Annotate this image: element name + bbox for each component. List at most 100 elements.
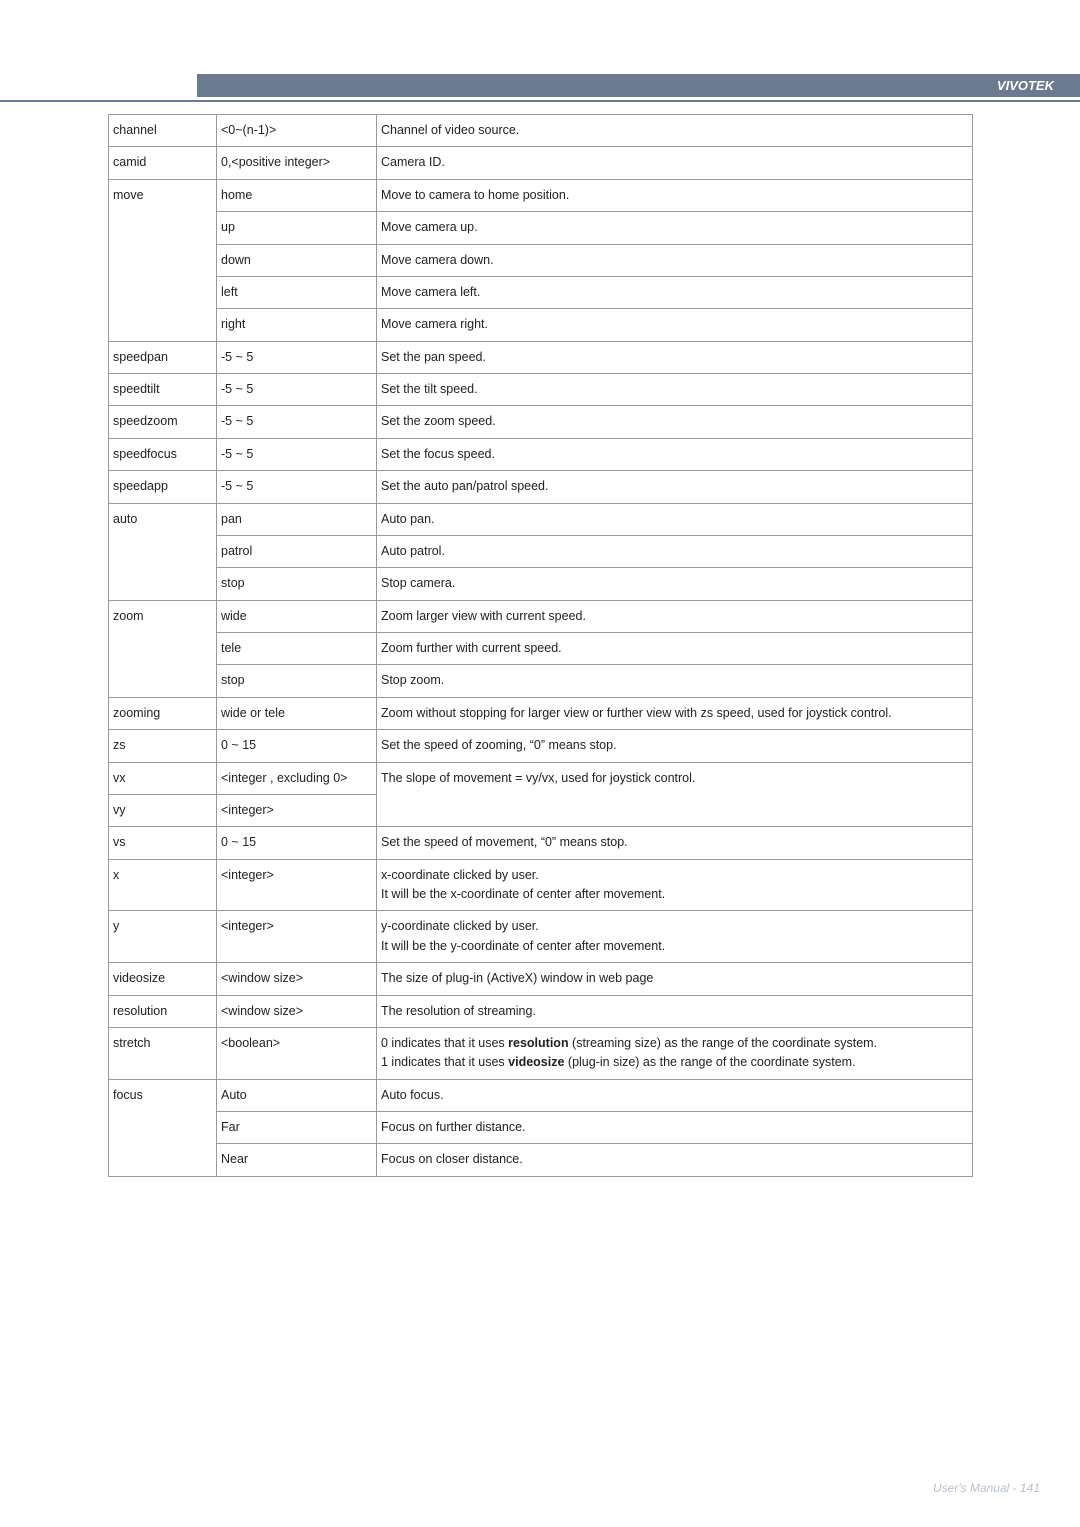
param-name [109, 535, 217, 567]
param-description: Focus on further distance. [377, 1112, 973, 1144]
param-description: Move to camera to home position. [377, 179, 973, 211]
table-row: zs0 ~ 15Set the speed of zooming, “0” me… [109, 730, 973, 762]
param-value: Near [217, 1144, 377, 1176]
param-value: home [217, 179, 377, 211]
table-row: videosize<window size>The size of plug-i… [109, 963, 973, 995]
table-row: zoomingwide or teleZoom without stopping… [109, 697, 973, 729]
table-row: downMove camera down. [109, 244, 973, 276]
param-name [109, 665, 217, 697]
param-description: Set the tilt speed. [377, 374, 973, 406]
param-description: Camera ID. [377, 147, 973, 179]
table-row: speedapp-5 ~ 5Set the auto pan/patrol sp… [109, 471, 973, 503]
param-name: y [109, 911, 217, 963]
param-name [109, 633, 217, 665]
param-value: left [217, 276, 377, 308]
param-name: move [109, 179, 217, 211]
param-value: wide or tele [217, 697, 377, 729]
param-description: Zoom further with current speed. [377, 633, 973, 665]
param-name: vy [109, 794, 217, 826]
page-footer: User's Manual - 141 [933, 1481, 1040, 1495]
param-name: auto [109, 503, 217, 535]
param-name: vx [109, 762, 217, 794]
param-name: focus [109, 1079, 217, 1111]
param-name [109, 1112, 217, 1144]
param-name: channel [109, 115, 217, 147]
param-description: Set the zoom speed. [377, 406, 973, 438]
param-value: 0 ~ 15 [217, 827, 377, 859]
table-row: movehomeMove to camera to home position. [109, 179, 973, 211]
table-row: vx<integer , excluding 0>The slope of mo… [109, 762, 973, 794]
table-row: x<integer>x-coordinate clicked by user.I… [109, 859, 973, 911]
table-row: speedzoom-5 ~ 5Set the zoom speed. [109, 406, 973, 438]
param-description [377, 794, 973, 826]
param-description: Set the speed of zooming, “0” means stop… [377, 730, 973, 762]
table-row: stopStop zoom. [109, 665, 973, 697]
page: VIVOTEK channel<0~(n-1)>Channel of video… [0, 0, 1080, 1527]
table-row: channel<0~(n-1)>Channel of video source. [109, 115, 973, 147]
table-row: resolution<window size>The resolution of… [109, 995, 973, 1027]
param-name: videosize [109, 963, 217, 995]
param-value: <boolean> [217, 1027, 377, 1079]
param-description: Set the speed of movement, “0” means sto… [377, 827, 973, 859]
param-description: Stop zoom. [377, 665, 973, 697]
table-row: vs0 ~ 15Set the speed of movement, “0” m… [109, 827, 973, 859]
param-description: The size of plug-in (ActiveX) window in … [377, 963, 973, 995]
param-name [109, 244, 217, 276]
param-value: stop [217, 665, 377, 697]
param-description: Set the focus speed. [377, 438, 973, 470]
param-value: patrol [217, 535, 377, 567]
param-description: y-coordinate clicked by user.It will be … [377, 911, 973, 963]
table-row: NearFocus on closer distance. [109, 1144, 973, 1176]
param-value: <window size> [217, 995, 377, 1027]
content-area: channel<0~(n-1)>Channel of video source.… [108, 114, 973, 1177]
table-row: patrolAuto patrol. [109, 535, 973, 567]
param-description: Auto focus. [377, 1079, 973, 1111]
table-row: leftMove camera left. [109, 276, 973, 308]
header-rule [0, 100, 1080, 102]
table-row: vy<integer> [109, 794, 973, 826]
param-description: The resolution of streaming. [377, 995, 973, 1027]
param-value: <integer , excluding 0> [217, 762, 377, 794]
param-name [109, 1144, 217, 1176]
param-name: zoom [109, 600, 217, 632]
param-name: speedapp [109, 471, 217, 503]
param-name [109, 212, 217, 244]
table-row: zoomwideZoom larger view with current sp… [109, 600, 973, 632]
table-row: focusAutoAuto focus. [109, 1079, 973, 1111]
param-description: Set the auto pan/patrol speed. [377, 471, 973, 503]
param-value: <integer> [217, 794, 377, 826]
param-value: -5 ~ 5 [217, 438, 377, 470]
param-value: down [217, 244, 377, 276]
param-value: Far [217, 1112, 377, 1144]
param-description: Zoom larger view with current speed. [377, 600, 973, 632]
param-name: vs [109, 827, 217, 859]
param-value: stop [217, 568, 377, 600]
param-value: -5 ~ 5 [217, 341, 377, 373]
param-name: speedtilt [109, 374, 217, 406]
param-description: Auto patrol. [377, 535, 973, 567]
table-row: camid0,<positive integer>Camera ID. [109, 147, 973, 179]
param-description: Stop camera. [377, 568, 973, 600]
param-description: Move camera left. [377, 276, 973, 308]
param-name: zooming [109, 697, 217, 729]
param-value: tele [217, 633, 377, 665]
param-name: speedfocus [109, 438, 217, 470]
param-value: -5 ~ 5 [217, 471, 377, 503]
param-description: The slope of movement = vy/vx, used for … [377, 762, 973, 794]
table-row: speedfocus-5 ~ 5Set the focus speed. [109, 438, 973, 470]
param-description: x-coordinate clicked by user.It will be … [377, 859, 973, 911]
param-name [109, 276, 217, 308]
table-row: speedpan-5 ~ 5Set the pan speed. [109, 341, 973, 373]
param-description: Move camera up. [377, 212, 973, 244]
param-value: <window size> [217, 963, 377, 995]
param-value: wide [217, 600, 377, 632]
param-description: Move camera down. [377, 244, 973, 276]
param-value: -5 ~ 5 [217, 406, 377, 438]
param-name [109, 309, 217, 341]
param-value: -5 ~ 5 [217, 374, 377, 406]
brand-header: VIVOTEK [197, 74, 1080, 97]
param-description: Channel of video source. [377, 115, 973, 147]
table-row: stopStop camera. [109, 568, 973, 600]
param-value: 0,<positive integer> [217, 147, 377, 179]
param-value: 0 ~ 15 [217, 730, 377, 762]
